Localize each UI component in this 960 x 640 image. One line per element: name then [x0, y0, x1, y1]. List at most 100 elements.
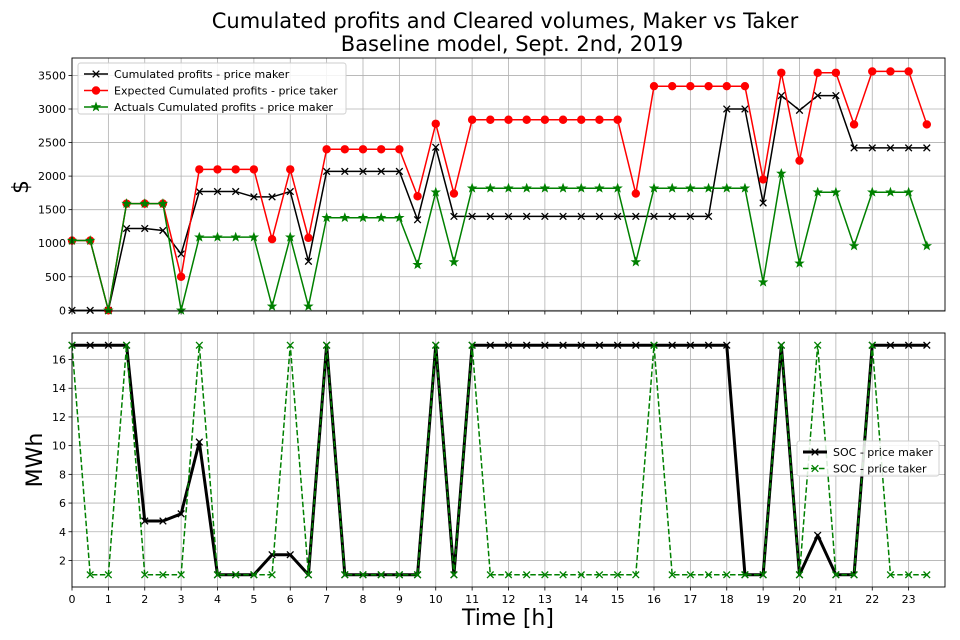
data-point — [395, 571, 404, 579]
data-point — [923, 571, 931, 579]
data-point — [249, 165, 259, 174]
data-point — [557, 182, 569, 193]
data-point — [468, 212, 476, 221]
data-point — [795, 106, 804, 115]
data-point — [686, 341, 695, 349]
legend-marker — [811, 448, 819, 456]
data-point — [722, 81, 731, 91]
x-tick-label: 15 — [611, 593, 625, 606]
data-point — [304, 257, 313, 266]
data-point — [777, 341, 786, 349]
data-point — [632, 212, 640, 221]
data-point — [375, 212, 387, 223]
data-point — [739, 182, 751, 193]
x-tick-label: 14 — [574, 593, 588, 606]
x-tick-label: 11 — [465, 593, 479, 606]
data-point — [159, 517, 167, 525]
data-point — [376, 145, 386, 154]
data-point — [541, 341, 549, 349]
data-point — [194, 231, 205, 242]
y-tick-label: 6 — [59, 497, 66, 510]
data-point — [777, 91, 786, 100]
series-line — [71, 344, 927, 576]
data-point — [176, 272, 186, 281]
legend-marker — [92, 70, 100, 78]
data-point — [758, 175, 768, 184]
data-point — [595, 212, 604, 221]
data-point — [904, 341, 913, 349]
data-point — [139, 198, 150, 209]
data-point — [577, 115, 586, 124]
data-point — [741, 571, 749, 579]
data-point — [231, 187, 240, 196]
data-point — [848, 240, 860, 251]
data-point — [868, 67, 877, 76]
data-point — [177, 571, 185, 579]
data-point — [504, 341, 513, 349]
data-point — [904, 67, 913, 76]
x-tick-label: 12 — [502, 593, 516, 606]
legend-marker — [811, 464, 819, 473]
data-point — [84, 235, 96, 245]
data-point — [703, 182, 714, 193]
x-tick-label: 1 — [105, 593, 112, 606]
y-tick-label: 0 — [59, 304, 66, 317]
data-point — [613, 571, 622, 579]
data-point — [668, 212, 676, 221]
bottom-grid — [71, 333, 945, 587]
data-point — [322, 145, 331, 154]
data-point — [395, 167, 404, 176]
y-tick-label: 3000 — [38, 103, 66, 116]
data-point — [504, 571, 513, 579]
x-tick-label: 7 — [323, 593, 330, 606]
legend-marker — [90, 101, 102, 112]
data-point — [322, 341, 331, 349]
data-point — [612, 182, 623, 193]
data-point — [266, 300, 278, 311]
data-point — [650, 341, 658, 349]
data-point — [577, 212, 586, 221]
data-point — [813, 91, 822, 100]
data-point — [504, 115, 513, 124]
data-point — [213, 187, 222, 196]
data-point — [649, 81, 659, 91]
data-point — [868, 341, 877, 349]
data-point — [359, 167, 367, 176]
data-point — [559, 212, 567, 221]
data-point — [794, 257, 805, 268]
data-point — [286, 165, 295, 174]
data-point — [503, 182, 514, 193]
data-point — [486, 115, 495, 124]
data-point — [321, 212, 332, 223]
data-point — [759, 571, 767, 579]
chart-title-line2: Baseline model, Sept. 2nd, 2019 — [341, 32, 683, 56]
data-point — [721, 182, 732, 193]
data-point — [666, 182, 678, 193]
data-point — [704, 341, 713, 349]
data-point — [395, 145, 404, 154]
data-point — [213, 571, 222, 579]
data-point — [522, 341, 531, 349]
x-tick-label: 6 — [287, 593, 294, 606]
y-tick-label: 2 — [59, 554, 66, 567]
y-tick-label: 2000 — [38, 170, 66, 183]
x-tick-label: 23 — [902, 593, 916, 606]
legend-label: Cumulated profits - price maker — [114, 68, 290, 81]
y-tick-label: 500 — [45, 271, 66, 284]
legend-label: SOC - price taker — [833, 463, 927, 476]
data-point — [667, 81, 677, 91]
data-point — [886, 144, 895, 152]
data-point — [413, 215, 422, 224]
data-point — [175, 304, 187, 315]
data-point — [704, 81, 713, 91]
data-point — [486, 571, 495, 579]
data-point — [430, 186, 441, 197]
x-tick-label: 13 — [538, 593, 552, 606]
data-point — [448, 256, 460, 267]
x-tick-label: 20 — [793, 593, 807, 606]
data-point — [777, 68, 786, 77]
data-point — [722, 341, 731, 349]
data-point — [394, 212, 405, 223]
